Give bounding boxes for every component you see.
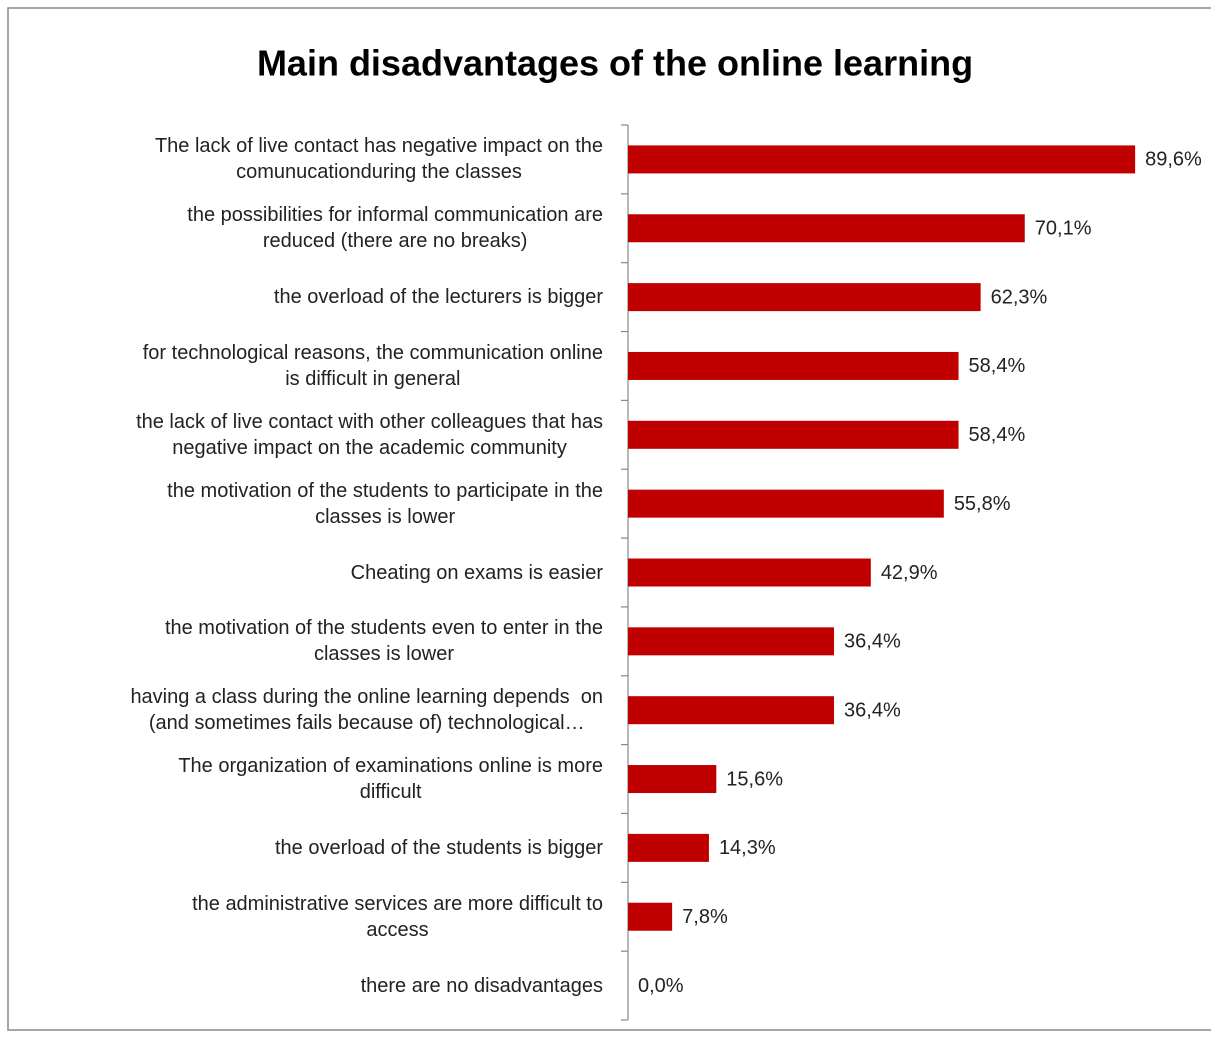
category-label-box: The organization of examinations online …	[0, 749, 603, 809]
data-label: 70,1%	[1035, 218, 1092, 240]
category-label: the overload of the students is bigger	[275, 836, 603, 859]
data-label: 89,6%	[1145, 149, 1202, 171]
category-label-box: the overload of the lecturers is bigger	[0, 267, 603, 327]
category-label: for technological reasons, the communica…	[142, 341, 603, 390]
data-label: 58,4%	[969, 355, 1026, 377]
data-label: 36,4%	[844, 631, 901, 653]
category-label-box: the motivation of the students even to e…	[0, 611, 603, 671]
category-label: the motivation of the students to partic…	[167, 479, 603, 528]
category-label: the lack of live contact with other coll…	[136, 410, 603, 459]
category-label: Cheating on exams is easier	[350, 561, 603, 584]
category-label: the overload of the lecturers is bigger	[273, 286, 603, 309]
data-label: 62,3%	[991, 286, 1048, 308]
bar	[628, 283, 981, 312]
category-label: there are no disadvantages	[360, 974, 603, 997]
data-label: 15,6%	[726, 768, 783, 790]
category-label-box: having a class during the online learnin…	[0, 680, 603, 740]
chart-border	[7, 7, 1211, 1031]
bar	[628, 489, 944, 518]
category-label-box: The lack of live contact has negative im…	[0, 129, 603, 189]
category-label: the administrative services are more dif…	[192, 892, 603, 941]
bar	[628, 420, 959, 449]
data-label: 0,0%	[638, 975, 684, 997]
bar	[628, 214, 1025, 243]
category-label-box: the administrative services are more dif…	[0, 887, 603, 947]
category-label: the motivation of the students even to e…	[164, 617, 603, 666]
data-label: 7,8%	[682, 906, 728, 928]
category-label: The organization of examinations online …	[178, 755, 603, 804]
data-label: 36,4%	[844, 699, 901, 721]
data-label: 55,8%	[954, 493, 1011, 515]
bar	[628, 627, 835, 656]
category-label-box: the possibilities for informal communica…	[0, 198, 603, 258]
category-label-box: the motivation of the students to partic…	[0, 474, 603, 534]
category-label: The lack of live contact has negative im…	[154, 135, 603, 184]
bar	[628, 902, 673, 931]
bar	[628, 696, 835, 725]
category-label-box: there are no disadvantages	[0, 956, 603, 1016]
bar	[628, 765, 717, 794]
data-label: 58,4%	[969, 424, 1026, 446]
chart-title: Main disadvantages of the online learnin…	[257, 43, 973, 84]
category-label-box: the lack of live contact with other coll…	[0, 405, 603, 465]
bar	[628, 145, 1136, 174]
category-label-box: Cheating on exams is easier	[0, 543, 603, 603]
bar	[628, 351, 959, 380]
data-label: 42,9%	[881, 562, 938, 584]
bar	[628, 833, 709, 862]
data-label: 14,3%	[719, 837, 776, 859]
category-label: having a class during the online learnin…	[130, 686, 603, 735]
category-label: the possibilities for informal communica…	[187, 204, 603, 253]
category-label-box: the overload of the students is bigger	[0, 818, 603, 878]
category-label-box: for technological reasons, the communica…	[0, 336, 603, 396]
bar	[628, 558, 871, 587]
